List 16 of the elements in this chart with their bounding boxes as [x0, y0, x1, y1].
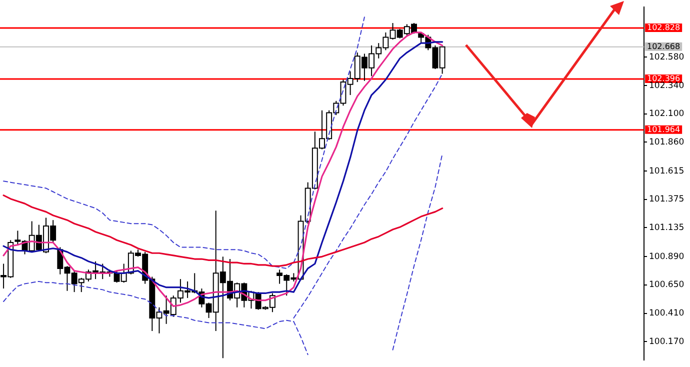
y-tick-label: 101.860: [649, 137, 684, 148]
y-tick-label: 100.170: [649, 336, 684, 347]
y-tick-label: 102.580: [649, 52, 684, 62]
line-series: [3, 16, 365, 269]
ref-line-label: 102.828: [647, 23, 680, 32]
y-tick-label: 100.650: [649, 280, 684, 290]
y-tick-label: 101.615: [649, 166, 684, 176]
y-tick-label: 102.340: [649, 80, 684, 91]
y-tick-label: 101.375: [649, 194, 684, 205]
ref-line-label: 102.668: [647, 42, 680, 51]
ref-line-label: 101.964: [647, 125, 680, 134]
line-series: [293, 73, 443, 319]
y-tick-label: 100.410: [649, 308, 684, 318]
y-tick-label: 102.100: [649, 109, 684, 120]
y-tick-label: 101.135: [649, 222, 684, 233]
y-tick-label: 100.890: [649, 252, 684, 262]
